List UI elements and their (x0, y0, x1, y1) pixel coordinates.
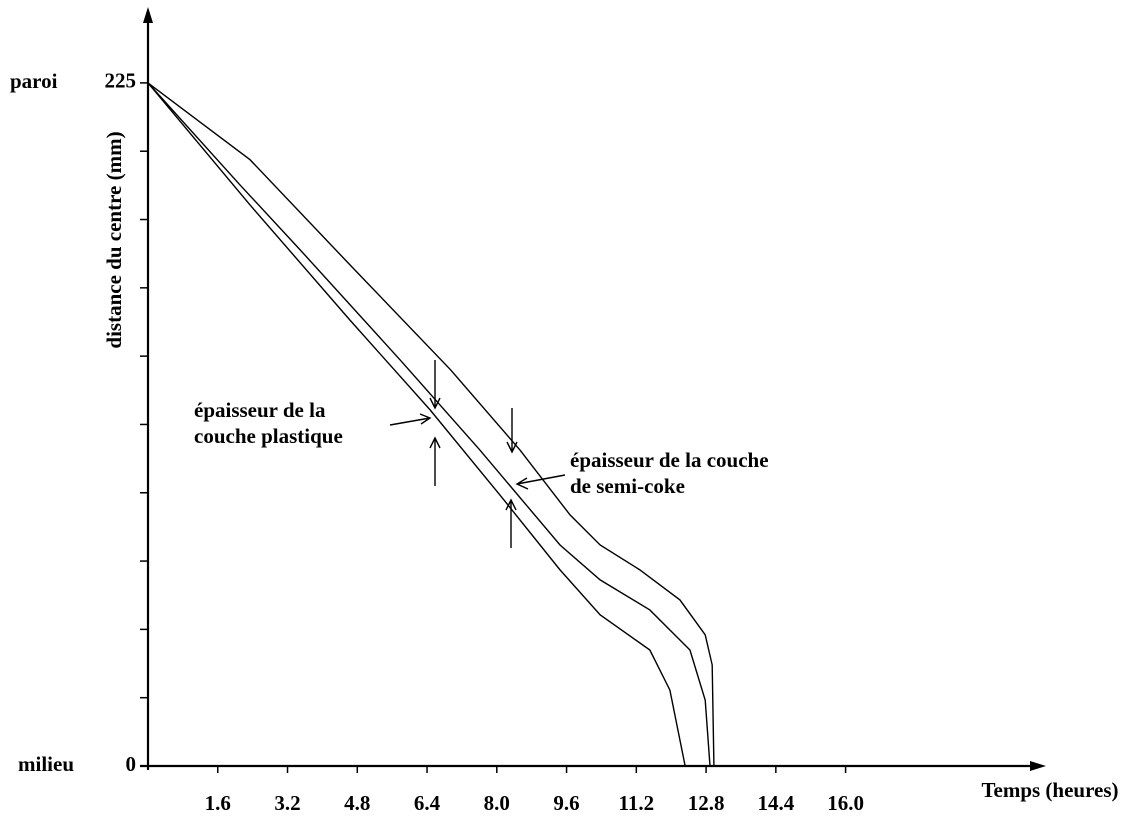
y-axis-arrow (143, 7, 153, 23)
y-tick-label: 225 (105, 69, 137, 93)
x-tick-label: 1.6 (205, 791, 231, 815)
annotation: de semi-coke (570, 474, 685, 498)
annotation: couche plastique (194, 424, 343, 448)
x-tick-label: 16.0 (827, 791, 864, 815)
x-tick-label: 12.8 (688, 791, 725, 815)
annotation: épaisseur de la couche (570, 448, 769, 472)
curve (147, 82, 711, 767)
annotation: épaisseur de la (194, 398, 326, 422)
y-tick-label: 0 (126, 752, 137, 776)
curve (147, 82, 715, 767)
x-axis-label: Temps (heures) (981, 778, 1118, 802)
x-tick-label: 8.0 (484, 791, 510, 815)
x-tick-label: 3.2 (274, 791, 300, 815)
x-tick-label: 14.4 (757, 791, 794, 815)
x-tick-label: 6.4 (414, 791, 441, 815)
y-axis-label: distance du centre (mm) (102, 131, 126, 348)
y-bottom-label: milieu (18, 752, 74, 776)
x-tick-label: 9.6 (553, 791, 579, 815)
curve (147, 82, 686, 767)
x-axis-arrow (1030, 761, 1046, 771)
arrows (389, 360, 566, 548)
x-tick-label: 4.8 (344, 791, 370, 815)
x-tick-label: 11.2 (619, 791, 655, 815)
y-top-label: paroi (10, 69, 58, 93)
